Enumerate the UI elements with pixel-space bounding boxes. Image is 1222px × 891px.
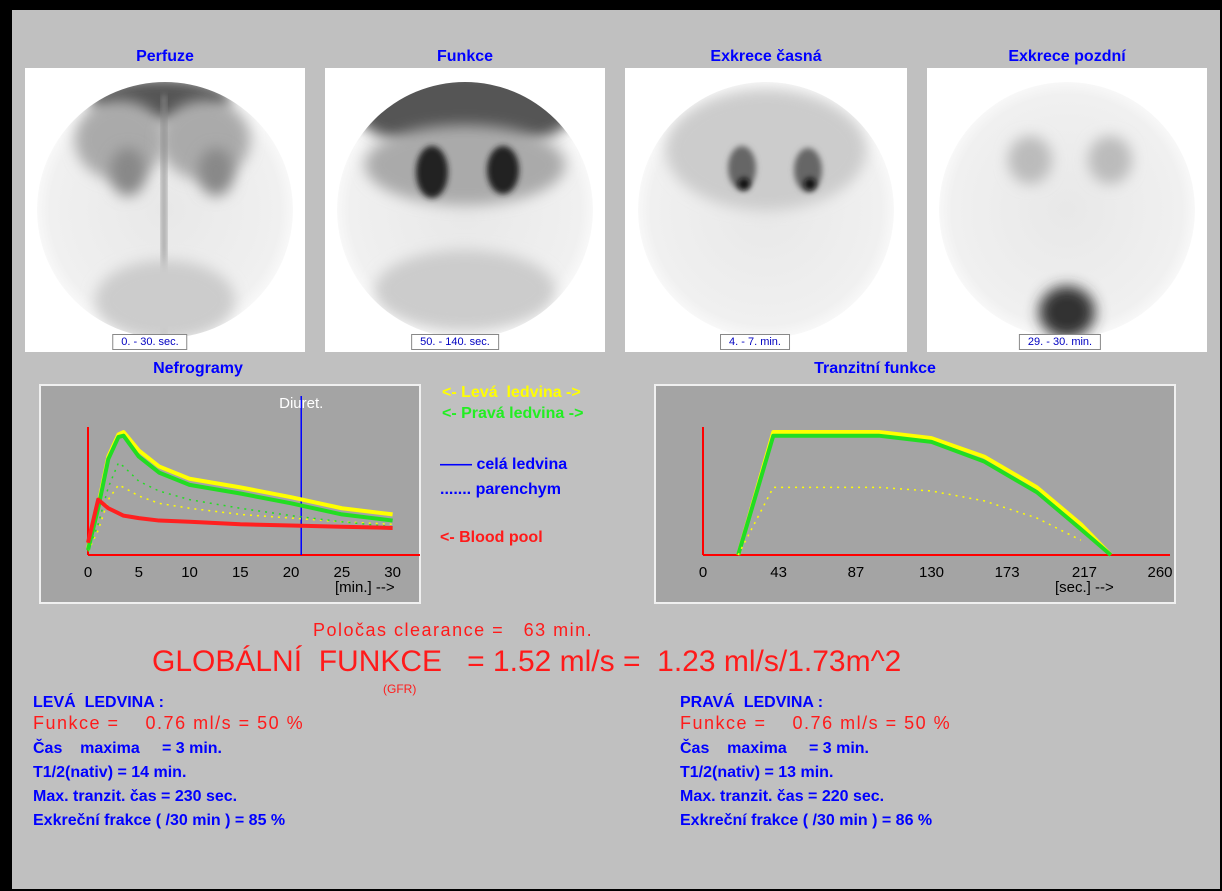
image-title: Exkrece časná [710, 48, 821, 66]
kidney-line: Čas maxima = 3 min. [33, 740, 222, 758]
kidney-line: Max. tranzit. čas = 220 sec. [680, 788, 884, 806]
kidney-line: T1/2(nativ) = 13 min. [680, 764, 833, 782]
kidney-line: Čas maxima = 3 min. [680, 740, 869, 758]
chart-title: Tranzitní funkce [814, 360, 936, 378]
global-function: GLOBÁLNÍ FUNKCE = 1.52 ml/s = 1.23 ml/s/… [152, 645, 901, 679]
kidney-function: Funkce = 0.76 ml/s = 50 % [33, 713, 304, 734]
legend-left: <- Levá ledvina -> [442, 384, 581, 402]
kidney-function: Funkce = 0.76 ml/s = 50 % [680, 713, 951, 734]
kidney-line: Max. tranzit. čas = 230 sec. [33, 788, 237, 806]
kidney-line: T1/2(nativ) = 14 min. [33, 764, 186, 782]
image-title: Funkce [437, 48, 493, 66]
image-title: Perfuze [136, 48, 194, 66]
gfr: (GFR) [383, 682, 416, 696]
clearance: Poločas clearance = 63 min. [313, 620, 593, 641]
legend-right: <- Pravá ledvina -> [442, 405, 583, 423]
legend-blood: <- Blood pool [440, 529, 543, 547]
image-title: Exkrece pozdní [1008, 48, 1125, 66]
image-caption: 29. - 30. min. [1019, 334, 1101, 350]
kidney-heading: LEVÁ LEDVINA : [33, 694, 164, 712]
app-window: 051015202530[min.] -->Diuret.04387130173… [0, 0, 1222, 891]
kidney-line: Exkreční frakce ( /30 min ) = 85 % [33, 812, 285, 830]
legend-parenchym: ....... parenchym [440, 481, 561, 499]
image-caption: 0. - 30. sec. [112, 334, 187, 350]
chart-title: Nefrogramy [153, 360, 243, 378]
image-caption: 50. - 140. sec. [411, 334, 499, 350]
kidney-line: Exkreční frakce ( /30 min ) = 86 % [680, 812, 932, 830]
kidney-heading: PRAVÁ LEDVINA : [680, 694, 823, 712]
legend-whole: —— celá ledvina [440, 456, 567, 474]
image-caption: 4. - 7. min. [720, 334, 790, 350]
